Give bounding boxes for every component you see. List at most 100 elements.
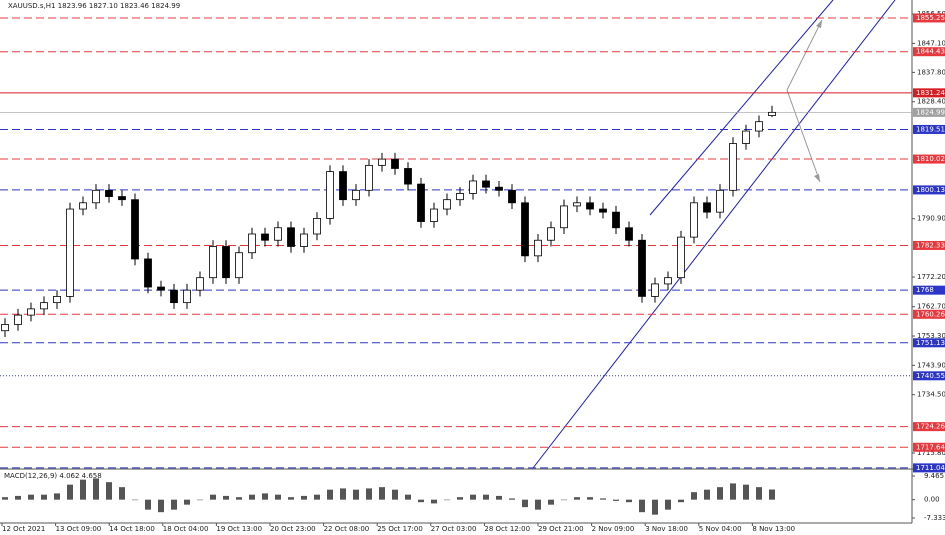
level-label: 1740.55 bbox=[916, 372, 945, 380]
level-tag bbox=[913, 240, 945, 250]
x-tick-label: 27 Oct 03:00 bbox=[431, 525, 477, 533]
macd-bar bbox=[769, 489, 775, 500]
candle-body bbox=[534, 239, 542, 257]
macd-bar bbox=[288, 497, 294, 500]
channel-upper bbox=[649, 0, 834, 216]
macd-bar bbox=[184, 499, 190, 505]
x-tick-label: 20 Oct 23:00 bbox=[270, 525, 316, 533]
y-tick-label: 1734.50 bbox=[917, 391, 945, 399]
macd-bar bbox=[210, 494, 216, 500]
candle-body bbox=[118, 196, 126, 201]
x-tick-label: 13 Oct 09:00 bbox=[56, 525, 102, 533]
x-tick-label: 8 Nov 13:00 bbox=[752, 525, 795, 533]
candle-body bbox=[391, 158, 399, 169]
level-label: 1800.13 bbox=[916, 186, 945, 194]
y-tick-label: 1753.30 bbox=[917, 332, 945, 340]
arrow-up-head bbox=[816, 20, 822, 28]
candle-body bbox=[157, 286, 165, 291]
macd-bar bbox=[535, 499, 541, 510]
candle-body bbox=[573, 202, 581, 207]
candle-body bbox=[27, 308, 35, 316]
level-tag bbox=[913, 124, 945, 134]
macd-bar bbox=[431, 499, 437, 504]
candle-body bbox=[352, 189, 360, 201]
macd-bar bbox=[639, 499, 645, 513]
level-tag bbox=[913, 309, 945, 319]
candle-body bbox=[482, 180, 490, 188]
candle-body bbox=[417, 183, 425, 222]
macd-bar bbox=[704, 489, 710, 500]
candle-body bbox=[768, 111, 776, 116]
macd-bar bbox=[262, 493, 268, 500]
x-tick-label: 18 Oct 04:00 bbox=[163, 525, 209, 533]
level-tag bbox=[913, 338, 945, 348]
macd-bar bbox=[548, 499, 554, 505]
macd-bar bbox=[600, 498, 606, 500]
macd-bar bbox=[158, 499, 164, 513]
macd-bar bbox=[496, 495, 502, 500]
candle-body bbox=[92, 189, 100, 204]
level-label: 1768 bbox=[916, 286, 934, 294]
arrow-up bbox=[786, 19, 823, 91]
macd-bar bbox=[756, 487, 762, 500]
candle-body bbox=[287, 227, 295, 247]
level-tag bbox=[913, 185, 945, 195]
candle-body bbox=[235, 252, 243, 279]
y-tick-label: 1715.80 bbox=[917, 449, 945, 457]
level-label: 1717.64 bbox=[916, 443, 945, 451]
macd-bar bbox=[483, 494, 489, 500]
y-tick-label: 1772.20 bbox=[917, 273, 945, 281]
macd-bar bbox=[132, 499, 138, 501]
macd-bar bbox=[379, 487, 385, 500]
macd-bar bbox=[340, 488, 346, 500]
macd-bar bbox=[444, 499, 450, 501]
candle-body bbox=[560, 205, 568, 229]
macd-bar bbox=[587, 497, 593, 500]
level-tag bbox=[913, 107, 945, 117]
candle-body bbox=[105, 189, 113, 197]
candle-body bbox=[313, 217, 321, 235]
macd-bar bbox=[171, 499, 177, 510]
macd-bar bbox=[574, 497, 580, 500]
y-tick-label: 1762.70 bbox=[917, 303, 945, 311]
candle-body bbox=[443, 199, 451, 210]
x-tick-label: 14 Oct 18:00 bbox=[109, 525, 155, 533]
candle-body bbox=[300, 233, 308, 247]
x-tick-label: 22 Oct 08:00 bbox=[324, 525, 370, 533]
level-tag bbox=[913, 422, 945, 432]
y-tick-label: 1790.90 bbox=[917, 215, 945, 223]
macd-bar bbox=[301, 495, 307, 500]
macd-bar bbox=[678, 499, 684, 503]
macd-bar bbox=[730, 483, 736, 500]
candle-body bbox=[274, 227, 282, 241]
candle-body bbox=[677, 236, 685, 279]
candle-body bbox=[729, 143, 737, 191]
symbol-title: XAUUSD.s,H1 1823.96 1827.10 1823.46 1824… bbox=[8, 2, 180, 10]
macd-bar bbox=[223, 495, 229, 500]
level-tag bbox=[913, 442, 945, 452]
macd-bar bbox=[626, 499, 632, 503]
level-label: 1844.43 bbox=[916, 48, 945, 56]
level-label: 1724.26 bbox=[916, 423, 945, 431]
level-label: 1824.99 bbox=[916, 108, 945, 116]
x-tick-label: 25 Oct 17:00 bbox=[377, 525, 423, 533]
macd-bar bbox=[236, 497, 242, 500]
level-tag bbox=[913, 371, 945, 381]
level-label: 1819.51 bbox=[916, 125, 945, 133]
macd-bar bbox=[405, 494, 411, 500]
y-tick-label: 1743.90 bbox=[917, 361, 945, 369]
candle-body bbox=[261, 233, 269, 241]
candle-body bbox=[131, 199, 139, 260]
macd-label: MACD(12,26,9) 4.062 4.658 bbox=[4, 472, 102, 480]
candle-body bbox=[378, 158, 386, 166]
candle-body bbox=[365, 164, 373, 191]
macd-bar bbox=[691, 492, 697, 500]
macd-bar bbox=[717, 487, 723, 500]
x-tick-label: 5 Nov 04:00 bbox=[699, 525, 742, 533]
candle-body bbox=[144, 258, 152, 288]
macd-bar bbox=[54, 493, 60, 500]
macd-bar bbox=[119, 487, 125, 500]
candle-body bbox=[651, 283, 659, 297]
level-label: 1760.26 bbox=[916, 310, 945, 318]
level-label: 1711.04 bbox=[916, 464, 945, 472]
